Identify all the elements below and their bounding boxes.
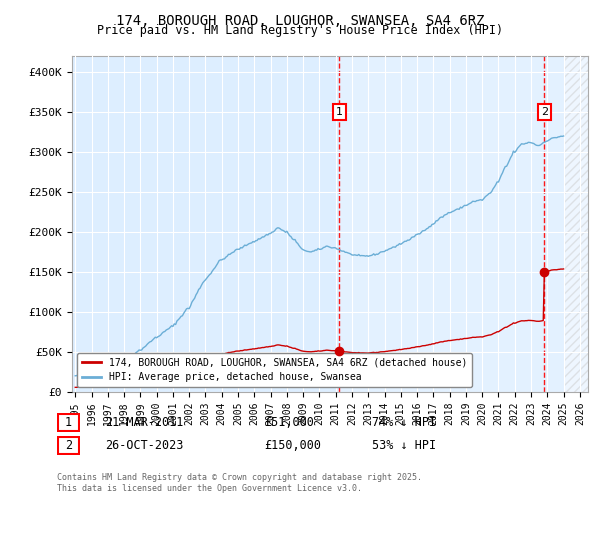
FancyBboxPatch shape bbox=[58, 437, 79, 454]
Bar bbox=[563, 56, 588, 392]
Text: 74% ↓ HPI: 74% ↓ HPI bbox=[372, 416, 436, 430]
Text: 26-OCT-2023: 26-OCT-2023 bbox=[105, 438, 184, 452]
Text: 2: 2 bbox=[541, 107, 548, 117]
Text: 1: 1 bbox=[336, 107, 343, 117]
Text: £51,000: £51,000 bbox=[264, 416, 314, 430]
Text: Price paid vs. HM Land Registry's House Price Index (HPI): Price paid vs. HM Land Registry's House … bbox=[97, 24, 503, 37]
Bar bbox=[339, 56, 563, 392]
Legend: 174, BOROUGH ROAD, LOUGHOR, SWANSEA, SA4 6RZ (detached house), HPI: Average pric: 174, BOROUGH ROAD, LOUGHOR, SWANSEA, SA4… bbox=[77, 353, 472, 387]
Text: 1: 1 bbox=[65, 416, 72, 430]
FancyBboxPatch shape bbox=[58, 414, 79, 431]
Text: 21-MAR-2011: 21-MAR-2011 bbox=[105, 416, 184, 430]
Text: Contains HM Land Registry data © Crown copyright and database right 2025.
This d: Contains HM Land Registry data © Crown c… bbox=[57, 473, 422, 493]
Text: 53% ↓ HPI: 53% ↓ HPI bbox=[372, 438, 436, 452]
Text: 174, BOROUGH ROAD, LOUGHOR, SWANSEA, SA4 6RZ: 174, BOROUGH ROAD, LOUGHOR, SWANSEA, SA4… bbox=[116, 14, 484, 28]
Text: £150,000: £150,000 bbox=[264, 438, 321, 452]
Text: 2: 2 bbox=[65, 438, 72, 452]
